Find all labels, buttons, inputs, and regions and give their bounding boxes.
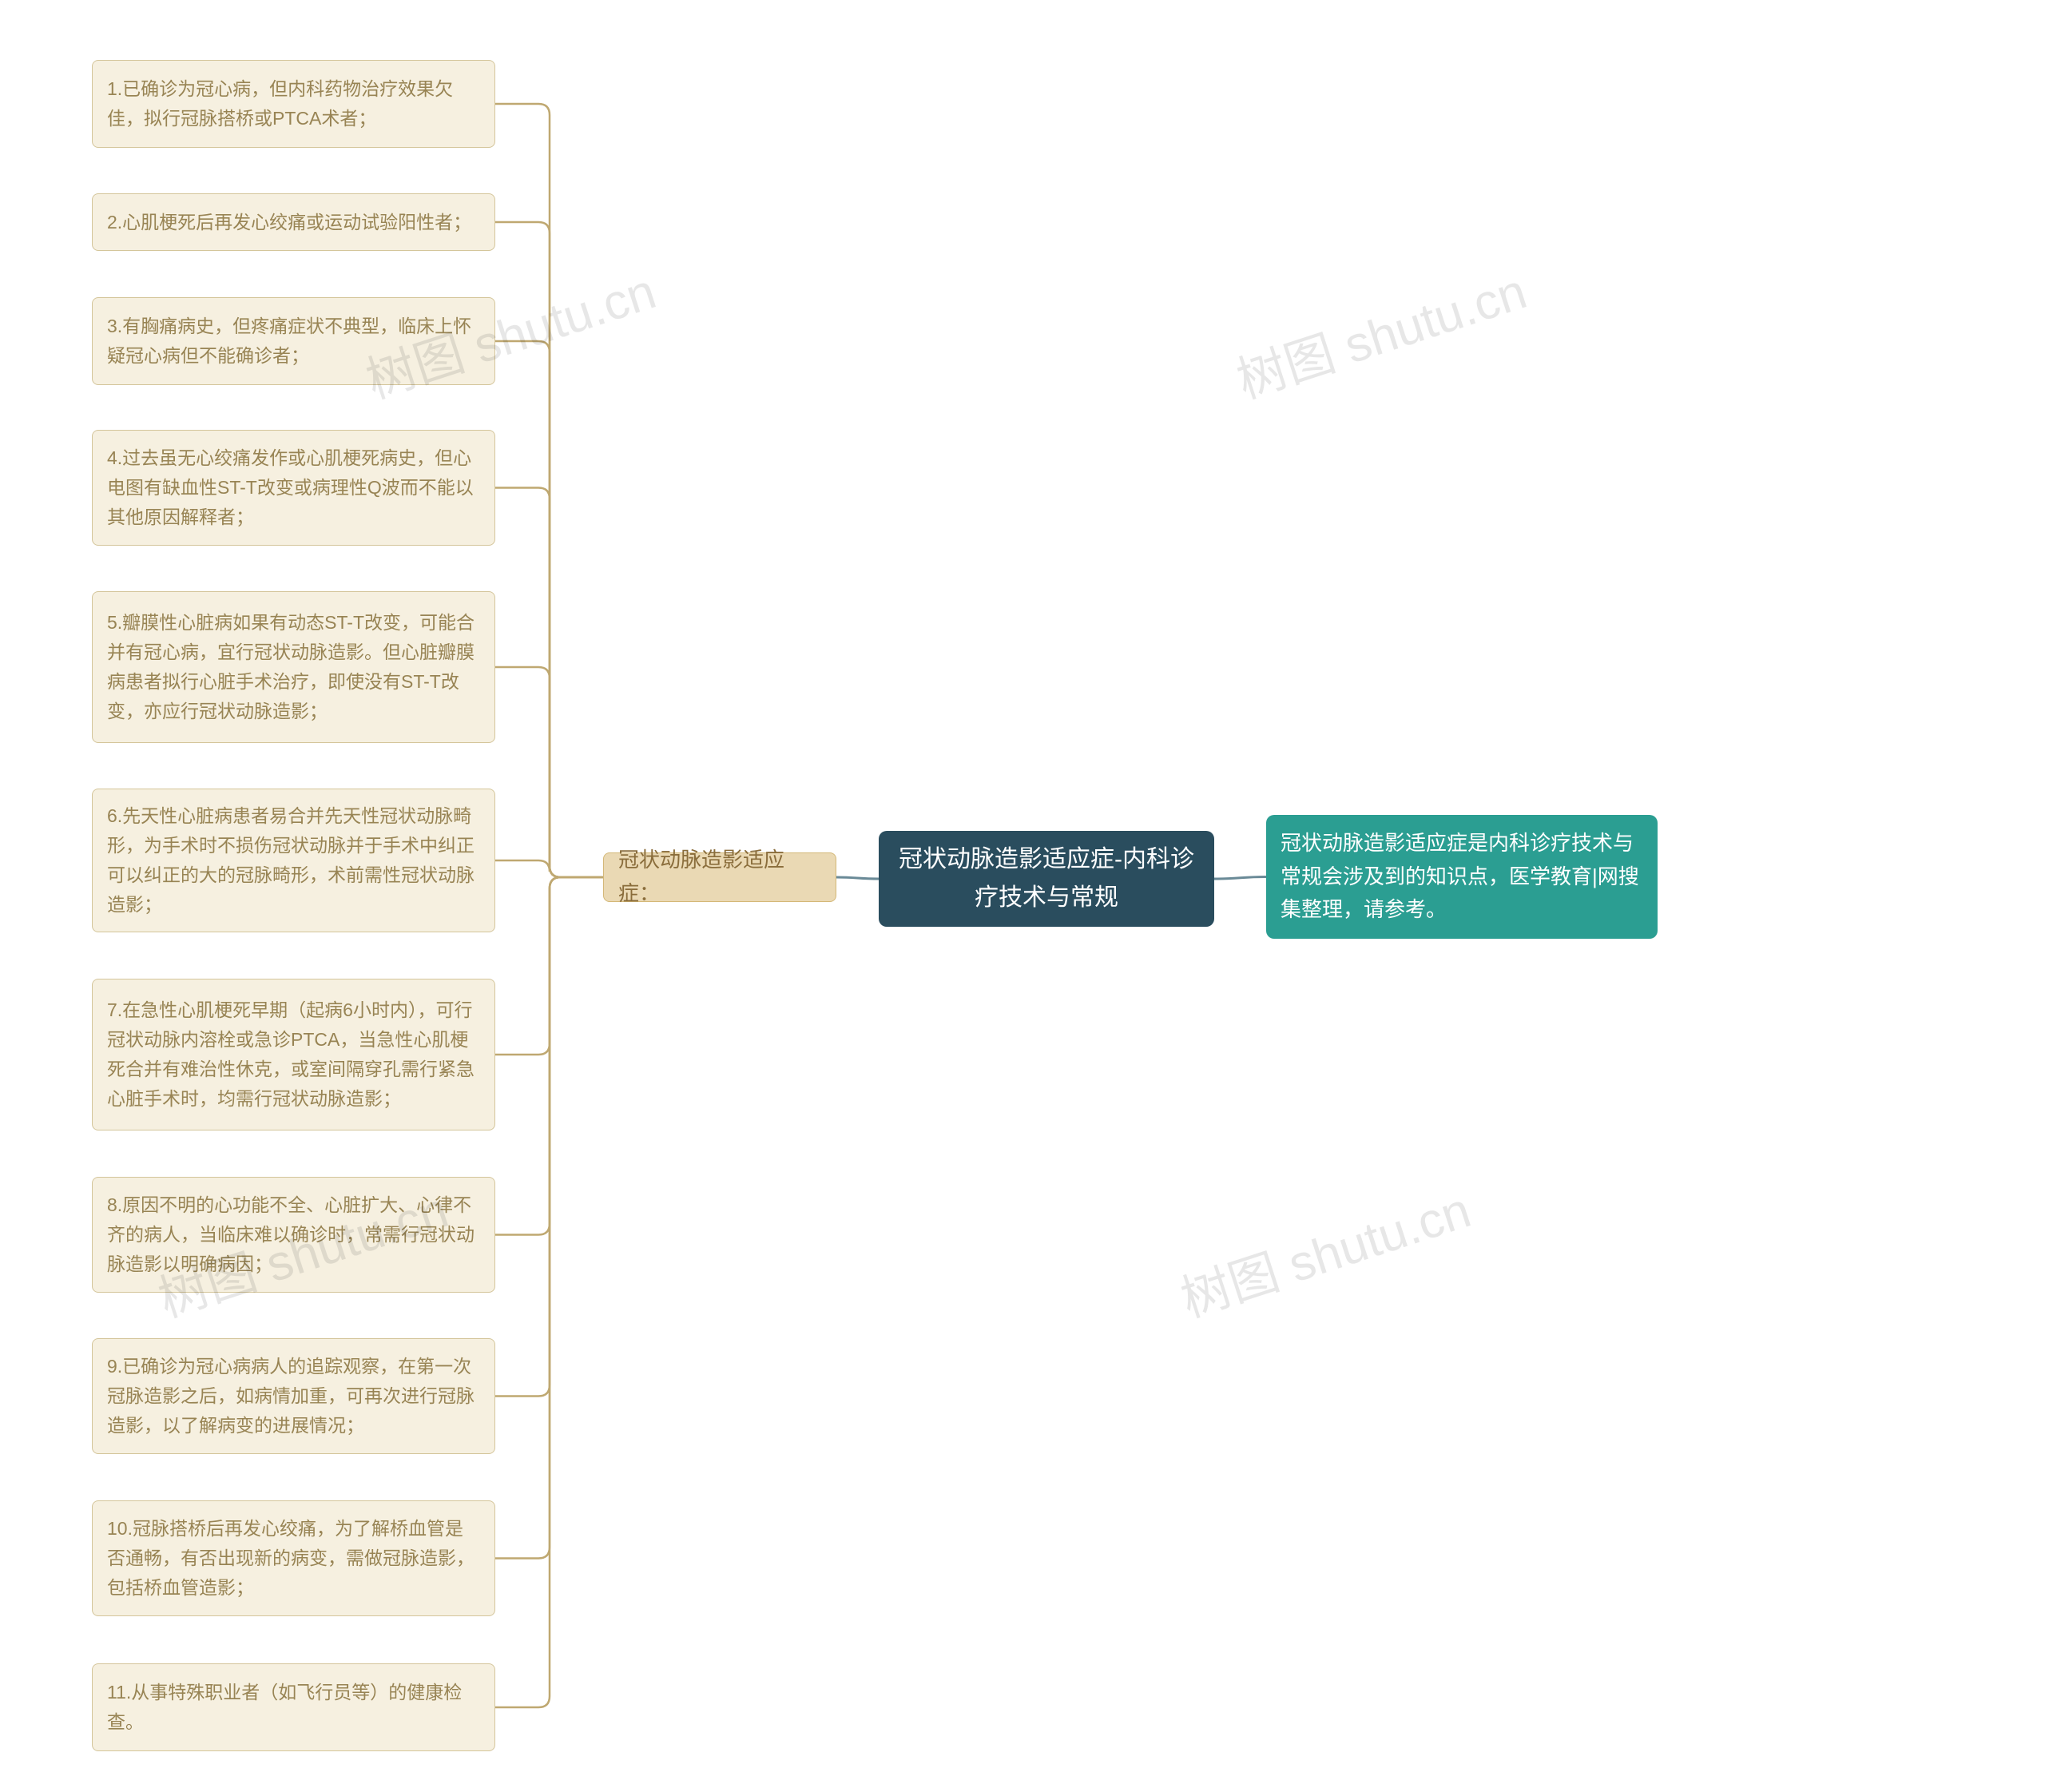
leaf-node: 3.有胸痛病史，但疼痛症状不典型，临床上怀疑冠心病但不能确诊者； — [92, 297, 495, 385]
leaf-node: 6.先天性心脏病患者易合并先天性冠状动脉畸形，为手术时不损伤冠状动脉并于手术中纠… — [92, 789, 495, 932]
category-node: 冠状动脉造影适应症： — [603, 852, 836, 902]
leaf-node-text: 9.已确诊为冠心病病人的追踪观察，在第一次冠脉造影之后，如病情加重，可再次进行冠… — [107, 1352, 480, 1440]
leaf-node-text: 8.原因不明的心功能不全、心脏扩大、心律不齐的病人，当临床难以确诊时，常需行冠状… — [107, 1190, 480, 1278]
leaf-node: 5.瓣膜性心脏病如果有动态ST-T改变，可能合并有冠心病，宜行冠状动脉造影。但心… — [92, 591, 495, 743]
leaf-node-text: 6.先天性心脏病患者易合并先天性冠状动脉畸形，为手术时不损伤冠状动脉并于手术中纠… — [107, 801, 480, 919]
leaf-node: 10.冠脉搭桥后再发心绞痛，为了解桥血管是否通畅，有否出现新的病变，需做冠脉造影… — [92, 1500, 495, 1616]
leaf-node: 4.过去虽无心绞痛发作或心肌梗死病史，但心电图有缺血性ST-T改变或病理性Q波而… — [92, 430, 495, 546]
leaf-node-text: 2.心肌梗死后再发心绞痛或运动试验阳性者； — [107, 208, 471, 237]
leaf-node-text: 3.有胸痛病史，但疼痛症状不典型，临床上怀疑冠心病但不能确诊者； — [107, 312, 480, 371]
leaf-node: 1.已确诊为冠心病，但内科药物治疗效果欠佳，拟行冠脉搭桥或PTCA术者； — [92, 60, 495, 148]
leaf-node: 7.在急性心肌梗死早期（起病6小时内），可行冠状动脉内溶栓或急诊PTCA，当急性… — [92, 979, 495, 1130]
root-node: 冠状动脉造影适应症-内科诊疗技术与常规 — [879, 831, 1214, 927]
watermark: 树图 shutu.cn — [1226, 251, 1534, 412]
leaf-node-text: 11.从事特殊职业者（如飞行员等）的健康检查。 — [107, 1678, 480, 1737]
leaf-node-text: 1.已确诊为冠心病，但内科药物治疗效果欠佳，拟行冠脉搭桥或PTCA术者； — [107, 74, 480, 133]
description-node-text: 冠状动脉造影适应症是内科诊疗技术与常规会涉及到的知识点，医学教育|网搜集整理，请… — [1281, 827, 1643, 927]
description-node: 冠状动脉造影适应症是内科诊疗技术与常规会涉及到的知识点，医学教育|网搜集整理，请… — [1266, 815, 1658, 939]
leaf-node: 8.原因不明的心功能不全、心脏扩大、心律不齐的病人，当临床难以确诊时，常需行冠状… — [92, 1177, 495, 1293]
leaf-node: 9.已确诊为冠心病病人的追踪观察，在第一次冠脉造影之后，如病情加重，可再次进行冠… — [92, 1338, 495, 1454]
leaf-node-text: 7.在急性心肌梗死早期（起病6小时内），可行冠状动脉内溶栓或急诊PTCA，当急性… — [107, 995, 480, 1113]
category-node-text: 冠状动脉造影适应症： — [618, 844, 821, 910]
watermark: 树图 shutu.cn — [1170, 1170, 1478, 1331]
leaf-node: 11.从事特殊职业者（如飞行员等）的健康检查。 — [92, 1663, 495, 1751]
root-node-text: 冠状动脉造影适应症-内科诊疗技术与常规 — [893, 840, 1200, 917]
leaf-node-text: 4.过去虽无心绞痛发作或心肌梗死病史，但心电图有缺血性ST-T改变或病理性Q波而… — [107, 443, 480, 531]
leaf-node: 2.心肌梗死后再发心绞痛或运动试验阳性者； — [92, 193, 495, 251]
leaf-node-text: 10.冠脉搭桥后再发心绞痛，为了解桥血管是否通畅，有否出现新的病变，需做冠脉造影… — [107, 1514, 480, 1602]
leaf-node-text: 5.瓣膜性心脏病如果有动态ST-T改变，可能合并有冠心病，宜行冠状动脉造影。但心… — [107, 608, 480, 725]
